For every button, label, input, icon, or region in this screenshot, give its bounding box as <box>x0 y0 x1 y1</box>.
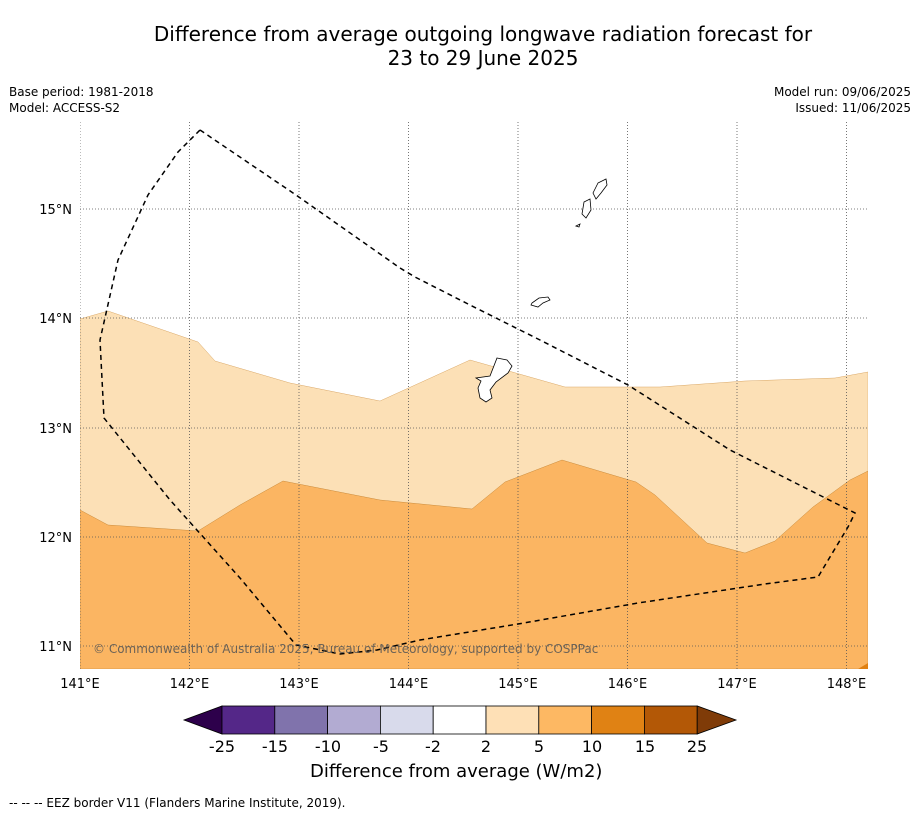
model-name: Model: ACCESS-S2 <box>9 101 121 115</box>
colorbar-tick: 5 <box>533 737 545 756</box>
islands <box>474 178 608 403</box>
colorbar-label: Difference from average (W/m2) <box>310 761 603 782</box>
meta-right: Model run: 09/06/2025 Issued: 11/06/2025 <box>774 84 911 116</box>
island-rota <box>530 296 551 308</box>
colorbar-tick: 2 <box>480 737 492 756</box>
copyright-credit: © Commonwealth of Australia 2025, Bureau… <box>93 642 598 656</box>
colorbar-segment <box>485 705 540 735</box>
lon-label: 142°E <box>170 677 210 692</box>
colorbar <box>182 705 738 735</box>
island-tinian <box>581 198 592 219</box>
colorbar-tick: 15 <box>634 737 656 756</box>
island-aguijan <box>574 223 581 228</box>
eez-border <box>99 129 857 655</box>
meta-left: Base period: 1981-2018 Model: ACCESS-S2 <box>9 84 154 116</box>
lon-label: 146°E <box>608 677 648 692</box>
colorbar-extend-high <box>696 705 738 735</box>
lat-label: 12°N <box>39 531 72 546</box>
anomaly-band-5-10 <box>80 459 868 669</box>
lat-label: 14°N <box>39 312 72 327</box>
issued-date: Issued: 11/06/2025 <box>795 101 911 115</box>
colorbar-segment <box>327 705 381 735</box>
colorbar-extend-low <box>182 705 223 735</box>
lat-label: 15°N <box>39 203 72 218</box>
map-area: © Commonwealth of Australia 2025, Bureau… <box>80 122 868 669</box>
model-run: Model run: 09/06/2025 <box>773 85 911 99</box>
title-line-1: Difference from average outgoing longwav… <box>153 22 813 46</box>
lon-label: 148°E <box>827 677 867 692</box>
chart-title: Difference from average outgoing longwav… <box>0 22 919 70</box>
latitude-labels: 15°N 14°N 13°N 12°N 11°N <box>39 203 72 655</box>
island-guam <box>474 357 513 403</box>
lon-label: 144°E <box>389 677 429 692</box>
colorbar-tick: -15 <box>261 737 289 756</box>
anomaly-band-10-15 <box>858 663 868 669</box>
eez-legend-note: -- -- -- EEZ border V11 (Flanders Marine… <box>9 796 346 810</box>
lon-label: 141°E <box>60 677 100 692</box>
island-saipan <box>592 178 608 200</box>
colorbar-segment <box>432 705 487 735</box>
colorbar-tick: -2 <box>425 737 441 756</box>
colorbar-segment <box>379 705 434 735</box>
lat-label: 13°N <box>39 422 72 437</box>
longitude-labels: 141°E 142°E 143°E 144°E 145°E 146°E 147°… <box>60 677 866 692</box>
title-line-2: 23 to 29 June 2025 <box>387 46 579 70</box>
lon-label: 143°E <box>279 677 319 692</box>
colorbar-tick: -25 <box>208 737 236 756</box>
lon-label: 145°E <box>498 677 538 692</box>
colorbar-tick: 25 <box>686 737 708 756</box>
colorbar-segment <box>221 705 276 735</box>
colorbar-segment <box>538 705 592 735</box>
colorbar-segment <box>644 705 698 735</box>
colorbar-tick: -10 <box>314 737 342 756</box>
lat-label: 11°N <box>39 640 72 655</box>
colorbar-tick: -5 <box>373 737 389 756</box>
colorbar-tick: 10 <box>581 737 603 756</box>
graticule <box>80 122 868 669</box>
colorbar-segment <box>591 705 645 735</box>
base-period: Base period: 1981-2018 <box>9 85 154 99</box>
colorbar-segment <box>274 705 328 735</box>
lon-label: 147°E <box>717 677 757 692</box>
